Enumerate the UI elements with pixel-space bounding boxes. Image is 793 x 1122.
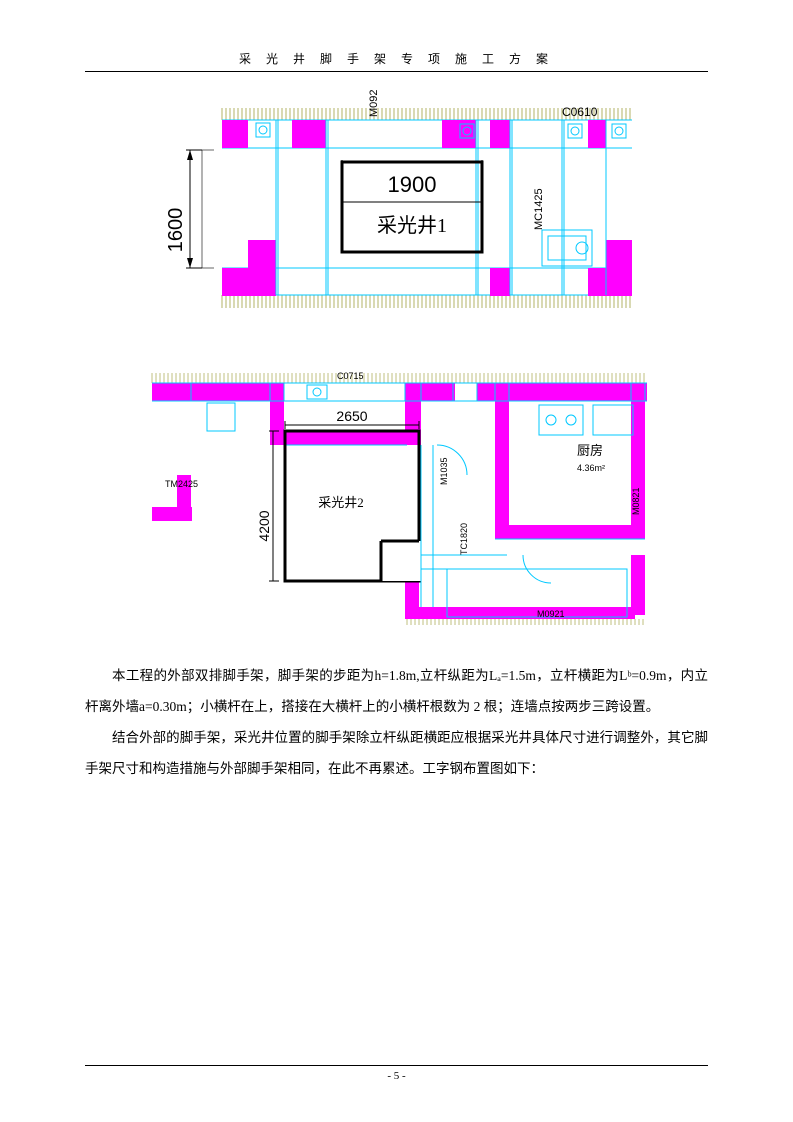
svg-text:1900: 1900 — [387, 172, 436, 197]
page-number: - 5 - — [387, 1070, 405, 1082]
svg-text:M1035: M1035 — [439, 457, 449, 485]
svg-text:4200: 4200 — [256, 510, 272, 541]
figure-1: 1900 采光井1 1600 M092 C0610 MC1425 — [85, 90, 708, 325]
footer-rule — [85, 1065, 708, 1066]
svg-text:TC1820: TC1820 — [459, 523, 469, 555]
body-text: 本工程的外部双排脚手架，脚手架的步距为h=1.8m,立杆纵距为Lₐ=1.5m，立… — [85, 660, 708, 784]
svg-text:采光井2: 采光井2 — [318, 495, 364, 510]
svg-text:M0921: M0921 — [537, 609, 565, 619]
page-footer: - 5 - — [85, 1065, 708, 1082]
svg-text:C0610: C0610 — [562, 105, 598, 119]
svg-text:4.36m²: 4.36m² — [577, 463, 605, 473]
page-header-title: 采 光 井 脚 手 架 专 项 施 工 方 案 — [85, 50, 708, 71]
svg-text:采光井1: 采光井1 — [377, 214, 447, 237]
svg-text:2650: 2650 — [336, 408, 367, 424]
svg-text:1600: 1600 — [165, 208, 187, 253]
paragraph-2: 结合外部的脚手架，采光井位置的脚手架除立杆纵距横距应根据采光井具体尺寸进行调整外… — [85, 722, 708, 784]
floorplan-1-svg: 1900 采光井1 1600 M092 C0610 MC1425 — [162, 90, 632, 320]
svg-text:C0715: C0715 — [337, 371, 364, 381]
svg-text:MC1425: MC1425 — [533, 188, 545, 230]
floorplan-2-svg: 2650 4200 采光井2 TM2425 C0715 M1035 TC1820 厨房 4.36… — [147, 355, 647, 625]
svg-text:M0821: M0821 — [631, 487, 641, 515]
header-rule — [85, 71, 708, 72]
figure-2: 2650 4200 采光井2 TM2425 C0715 M1035 TC1820 厨房 4.36… — [85, 355, 708, 630]
svg-text:M092: M092 — [368, 90, 380, 117]
svg-text:TM2425: TM2425 — [165, 479, 198, 489]
svg-text:厨房: 厨房 — [577, 443, 603, 458]
paragraph-1: 本工程的外部双排脚手架，脚手架的步距为h=1.8m,立杆纵距为Lₐ=1.5m，立… — [85, 660, 708, 722]
